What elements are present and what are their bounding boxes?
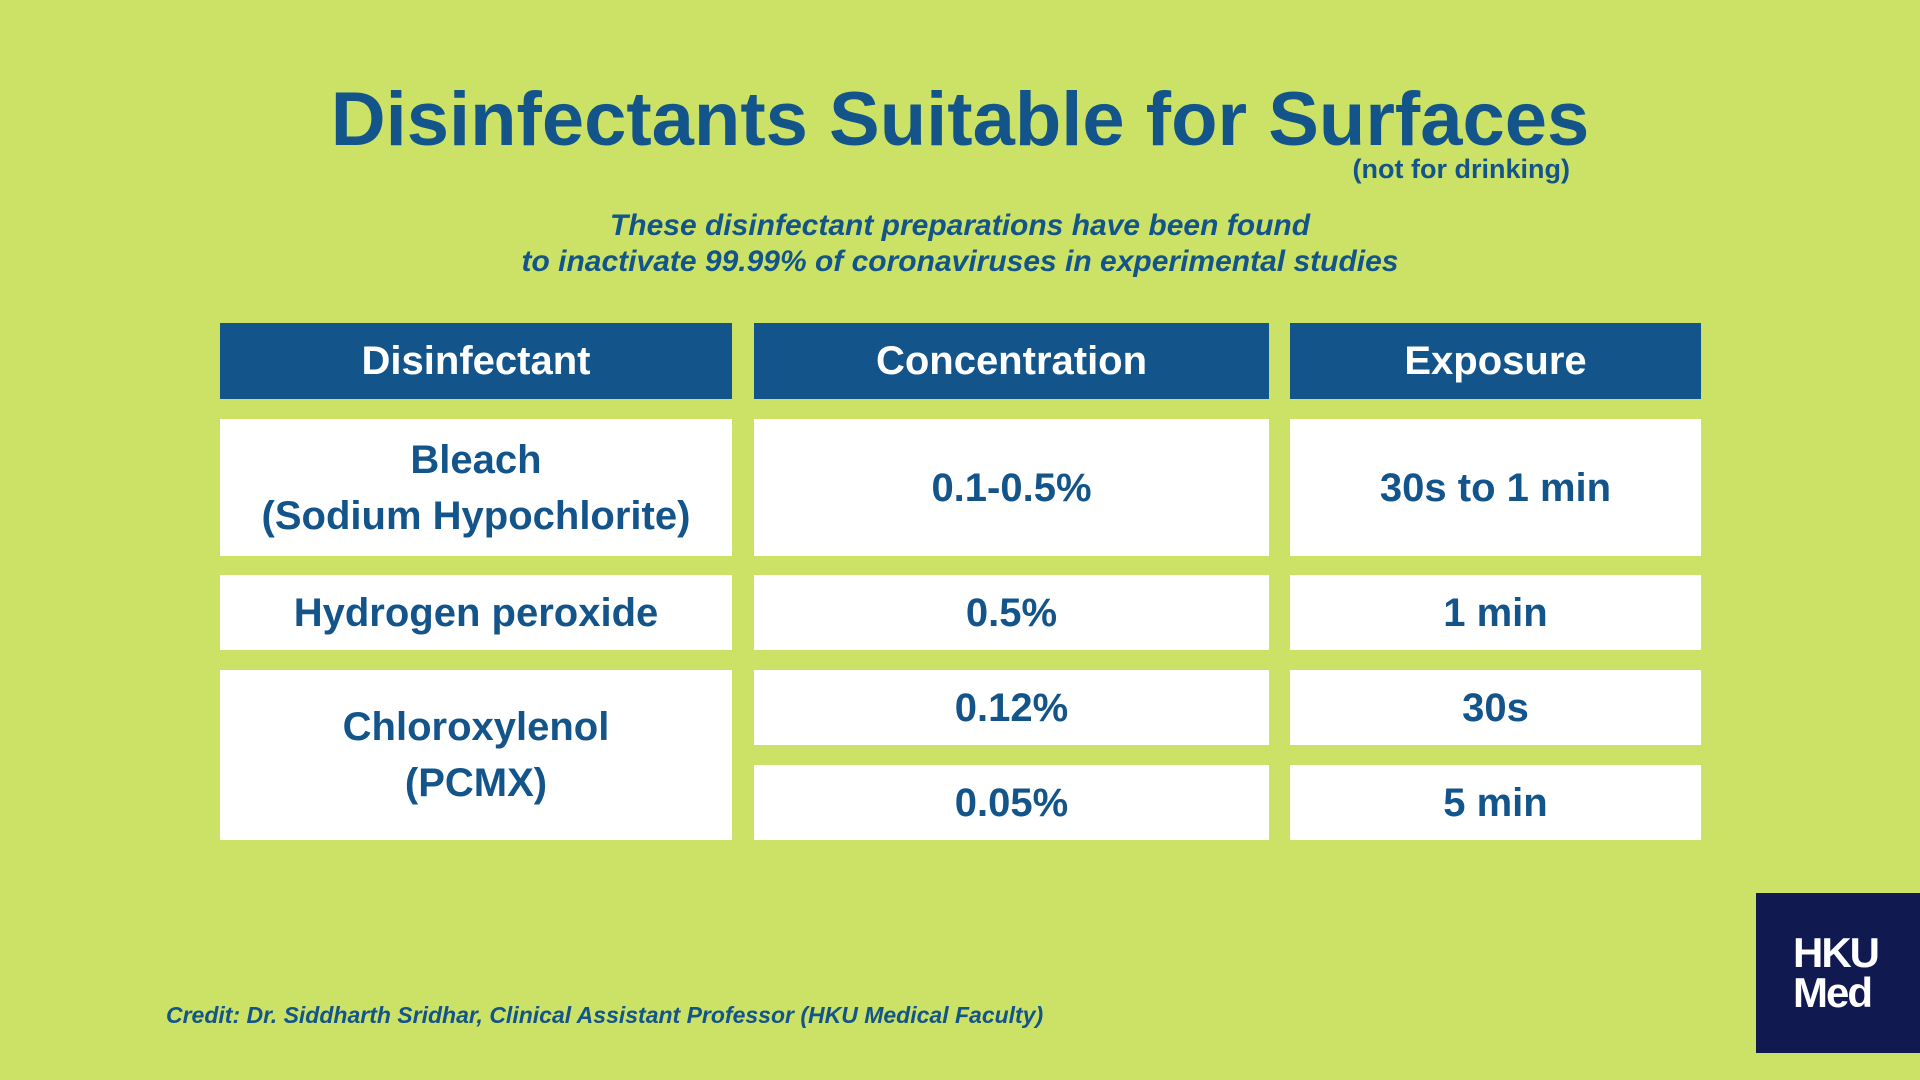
cell-exposure-chloroxylenol-1: 30s <box>1290 670 1701 745</box>
credit-text: Credit: Dr. Siddharth Sridhar, Clinical … <box>166 1002 1044 1028</box>
chloroxylenol-name: Chloroxylenol <box>342 705 610 749</box>
cell-disinfectant-chloroxylenol: Chloroxylenol (PCMX) <box>220 670 732 840</box>
cell-exposure-chloroxylenol-2: 5 min <box>1290 765 1701 840</box>
bleach-name: Bleach <box>410 437 542 482</box>
title-note: (not for drinking) <box>1352 154 1570 184</box>
bleach-chemical: (Sodium Hypochlorite) <box>261 493 691 538</box>
header-disinfectant: Disinfectant <box>220 323 732 399</box>
page-title: Disinfectants Suitable for Surfaces <box>330 77 1590 162</box>
subtitle-line-1: These disinfectant preparations have bee… <box>609 209 1311 242</box>
subtitle: These disinfectant preparations have bee… <box>0 208 1920 280</box>
cell-concentration-hydrogen-peroxide: 0.5% <box>754 575 1269 650</box>
hku-med-logo: HKU Med <box>1756 893 1920 1053</box>
cell-exposure-hydrogen-peroxide: 1 min <box>1290 575 1701 650</box>
cell-disinfectant-bleach: Bleach (Sodium Hypochlorite) <box>220 419 732 556</box>
logo-line-1: HKU <box>1793 929 1880 976</box>
chloroxylenol-abbrev: (PCMX) <box>404 761 548 805</box>
cell-exposure-bleach: 30s to 1 min <box>1290 419 1701 556</box>
header-exposure: Exposure <box>1290 323 1701 399</box>
subtitle-line-2: to inactivate 99.99% of coronaviruses in… <box>521 245 1399 278</box>
cell-disinfectant-hydrogen-peroxide: Hydrogen peroxide <box>220 575 732 650</box>
cell-concentration-bleach: 0.1-0.5% <box>754 419 1269 556</box>
cell-concentration-chloroxylenol-2: 0.05% <box>754 765 1269 840</box>
cell-concentration-chloroxylenol-1: 0.12% <box>754 670 1269 745</box>
logo-line-2: Med <box>1793 969 1873 1016</box>
header-concentration: Concentration <box>754 323 1269 399</box>
